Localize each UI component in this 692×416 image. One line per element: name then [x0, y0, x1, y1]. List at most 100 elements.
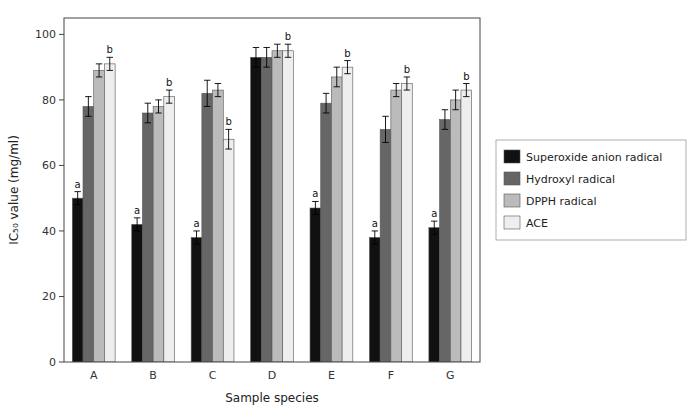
- error-bar: [382, 116, 388, 142]
- y-tick-label: 60: [42, 159, 56, 172]
- legend-label: Superoxide anion radical: [526, 151, 662, 164]
- error-bar: [193, 231, 199, 244]
- y-tick-label: 100: [35, 28, 56, 41]
- bar: [461, 90, 472, 362]
- x-tick-label: D: [268, 369, 276, 382]
- bar: [391, 90, 402, 362]
- legend-label: ACE: [526, 217, 548, 230]
- error-bar: [404, 77, 410, 90]
- bar: [331, 77, 342, 362]
- y-axis-label: IC₅₀ value (mg/ml): [7, 135, 21, 245]
- bar: [402, 84, 413, 362]
- error-bar: [155, 100, 161, 113]
- legend-label: Hydroxyl radical: [526, 173, 615, 186]
- annotation: a: [75, 179, 81, 190]
- bar: [429, 228, 440, 362]
- bar: [440, 120, 451, 362]
- annotation: b: [107, 44, 113, 55]
- error-bar: [85, 97, 91, 117]
- error-bar: [134, 218, 140, 231]
- error-bar: [463, 84, 469, 97]
- bar: [132, 224, 143, 362]
- x-tick-label: B: [149, 369, 157, 382]
- error-bar: [145, 103, 151, 123]
- bar: [342, 67, 353, 362]
- error-bar: [344, 61, 350, 74]
- legend-swatch: [504, 172, 520, 185]
- x-tick-label: C: [209, 369, 217, 382]
- x-tick-label: A: [90, 369, 98, 382]
- legend-frame: [496, 140, 686, 240]
- annotation: b: [285, 31, 291, 42]
- error-bar: [215, 84, 221, 97]
- x-tick-label: G: [446, 369, 455, 382]
- error-bar: [274, 44, 280, 57]
- error-bar: [393, 84, 399, 97]
- bar: [142, 113, 153, 362]
- y-tick: [59, 34, 64, 35]
- y-tick: [59, 230, 64, 231]
- bar: [272, 51, 283, 362]
- error-bar: [312, 201, 318, 214]
- error-bar: [372, 231, 378, 244]
- y-tick: [59, 296, 64, 297]
- error-bar: [285, 44, 291, 57]
- error-bar: [253, 47, 259, 67]
- bar: [202, 93, 213, 362]
- x-axis-label: Sample species: [225, 391, 319, 405]
- bar: [450, 100, 461, 362]
- error-bar: [96, 64, 102, 77]
- chart: 020406080100ABCDEFGaaaaaabbbbbbbSample s…: [0, 0, 692, 416]
- y-tick: [59, 99, 64, 100]
- y-tick-label: 20: [42, 290, 56, 303]
- x-tick-label: F: [388, 369, 394, 382]
- bar: [164, 97, 175, 362]
- y-tick-label: 0: [49, 356, 56, 369]
- legend-swatch: [504, 216, 520, 229]
- annotation: b: [225, 116, 231, 127]
- y-tick: [59, 362, 64, 363]
- error-bar: [74, 192, 80, 205]
- bar: [94, 70, 105, 362]
- y-tick-label: 80: [42, 94, 56, 107]
- bar: [380, 129, 391, 362]
- annotation: b: [404, 64, 410, 75]
- bar: [153, 106, 164, 362]
- annotation: b: [463, 71, 469, 82]
- error-bar: [263, 47, 269, 67]
- error-bars: [74, 44, 469, 244]
- bar: [191, 238, 202, 362]
- bar: [369, 238, 380, 362]
- bar: [310, 208, 321, 362]
- legend-swatch: [504, 194, 520, 207]
- error-bar: [225, 129, 231, 149]
- bar: [251, 57, 262, 362]
- annotation: b: [344, 48, 350, 59]
- error-bar: [107, 57, 113, 70]
- legend-label: DPPH radical: [526, 195, 597, 208]
- error-bar: [204, 80, 210, 106]
- error-bar: [166, 90, 172, 103]
- error-bar: [431, 221, 437, 234]
- error-bar: [323, 93, 329, 113]
- annotation: a: [431, 208, 437, 219]
- annotation: a: [134, 205, 140, 216]
- annotation: b: [166, 77, 172, 88]
- x-tick-label: E: [328, 369, 335, 382]
- bar: [283, 51, 294, 362]
- bar: [104, 64, 115, 362]
- legend: Superoxide anion radical Hydroxyl radical…: [496, 140, 686, 240]
- bar: [83, 106, 94, 362]
- annotation: a: [372, 218, 378, 229]
- bar: [321, 103, 332, 362]
- bars: [72, 51, 471, 362]
- error-bar: [442, 110, 448, 130]
- annotation: a: [193, 218, 199, 229]
- annotation: a: [312, 188, 318, 199]
- error-bar: [452, 90, 458, 110]
- bar: [72, 198, 83, 362]
- legend-swatch: [504, 150, 520, 163]
- y-tick: [59, 165, 64, 166]
- bar: [213, 90, 224, 362]
- bar: [261, 57, 272, 362]
